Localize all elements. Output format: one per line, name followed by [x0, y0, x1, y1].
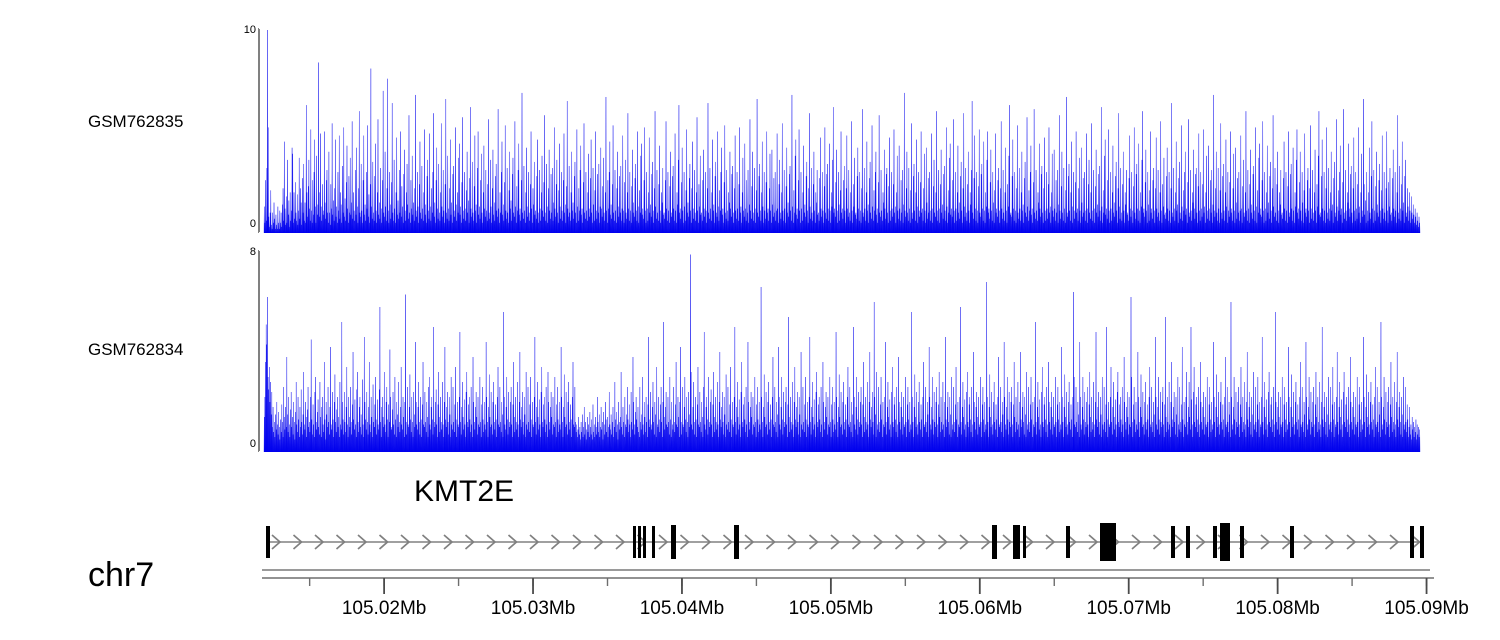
track-label-gsm762834: GSM762834	[88, 340, 184, 359]
track2-axis-min-label: 0	[249, 438, 256, 450]
track1-axis-min-label: 0	[249, 218, 256, 230]
ruler-tick-label: 105.02Mb	[341, 598, 427, 619]
ruler-area	[0, 570, 1500, 600]
ruler-tick-label: 105.09Mb	[1384, 598, 1469, 619]
ruler-tick-label: 105.08Mb	[1235, 598, 1320, 619]
gene-model-area	[0, 512, 1500, 574]
track-label-gsm762835: GSM762835	[88, 112, 184, 131]
track2-plot-area	[258, 250, 1438, 452]
track2-axis-max-label: 8	[249, 246, 256, 258]
ruler-tick-label: 105.05Mb	[788, 598, 874, 619]
ruler-tick-label: 105.06Mb	[937, 598, 1023, 619]
ruler-tick-label: 105.07Mb	[1086, 598, 1171, 619]
track1-svg	[258, 28, 1421, 233]
track2-svg	[258, 250, 1421, 452]
ruler-tick-labels: 105.02Mb 105.03Mb 105.04Mb 105.05Mb 105.06Mb…	[0, 598, 1500, 638]
ruler-tick-label: 105.03Mb	[490, 598, 576, 619]
ruler-tick-label: 105.04Mb	[639, 598, 725, 619]
gene-name-label[interactable]: KMT2E	[414, 475, 515, 508]
gene-model-svg[interactable]	[0, 512, 1500, 574]
track1-axis-max-label: 10	[243, 24, 256, 36]
ruler-svg[interactable]	[0, 570, 1500, 600]
track1-plot-area	[258, 28, 1438, 233]
chromosome-label: chr7	[88, 556, 155, 594]
